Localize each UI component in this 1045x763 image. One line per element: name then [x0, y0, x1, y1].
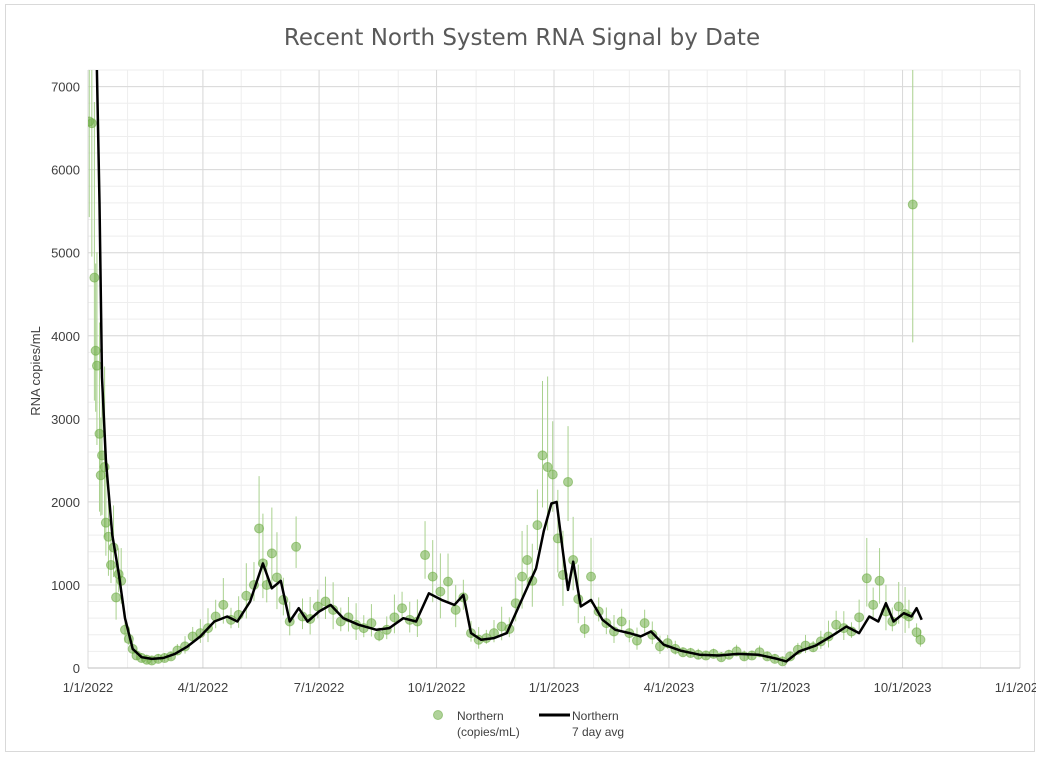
- axis-layer: 0 1000 2000 3000 4000 5000 6000 7000 1/1/2022 4/1…: [51, 80, 1036, 695]
- y-axis-title: RNA copies/mL: [28, 326, 43, 416]
- x-tick-label: 1/1/2023: [529, 680, 580, 695]
- y-tick-label: 1000: [51, 578, 80, 593]
- x-tick-label: 7/1/2023: [760, 680, 811, 695]
- data-point: [89, 272, 100, 283]
- data-point: [579, 623, 590, 634]
- data-point: [266, 548, 277, 559]
- legend-label-line-line1: Northern: [572, 709, 619, 723]
- chart-frame: Recent North System RNA Signal by Date 0…: [5, 4, 1036, 752]
- data-point: [374, 630, 385, 641]
- data-point: [420, 550, 431, 561]
- data-point: [616, 616, 627, 627]
- legend-label-points: Northern (copies/mL): [457, 709, 520, 739]
- x-tick-label: 10/1/2023: [874, 680, 932, 695]
- x-tick-label: 7/1/2022: [294, 680, 345, 695]
- data-point: [241, 590, 252, 601]
- data-point: [522, 555, 533, 566]
- data-point: [639, 618, 650, 629]
- data-point: [450, 604, 461, 615]
- data-point: [320, 596, 331, 607]
- chart-svg: Recent North System RNA Signal by Date 0…: [28, 25, 1036, 739]
- data-point: [874, 575, 885, 586]
- x-tick-label: 1/1/2022: [63, 680, 114, 695]
- y-tick-label: 2000: [51, 495, 80, 510]
- error-bars: [88, 70, 921, 665]
- data-point: [95, 470, 106, 481]
- data-point: [868, 599, 879, 610]
- y-tick-label: 6000: [51, 163, 80, 178]
- data-point: [389, 612, 400, 623]
- data-point: [328, 604, 339, 615]
- legend-label-points-line1: Northern: [457, 709, 504, 723]
- data-point: [435, 586, 446, 597]
- data-point: [100, 517, 111, 528]
- legend-label-line-line2: 7 day avg: [572, 725, 624, 739]
- data-point: [291, 541, 302, 552]
- average-line-layer: [95, 70, 923, 663]
- data-point: [586, 571, 597, 582]
- data-point: [532, 520, 543, 531]
- data-point: [547, 469, 558, 480]
- data-points: [88, 116, 926, 667]
- x-tick-label: 1/1/2024: [995, 680, 1036, 695]
- y-tick-label: 3000: [51, 412, 80, 427]
- data-point: [271, 572, 282, 583]
- data-point: [94, 428, 105, 439]
- data-point: [517, 571, 528, 582]
- data-point: [893, 601, 904, 612]
- data-point: [915, 634, 926, 645]
- data-point: [254, 523, 265, 534]
- data-point: [91, 360, 102, 371]
- y-tick-label: 4000: [51, 329, 80, 344]
- data-point: [854, 612, 865, 623]
- legend-marker-points: [433, 710, 443, 720]
- x-tick-label: 4/1/2023: [644, 680, 695, 695]
- x-tick-label: 4/1/2022: [178, 680, 229, 695]
- y-tick-label: 7000: [51, 80, 80, 95]
- data-point: [427, 571, 438, 582]
- series-line-7day-avg: [95, 70, 923, 663]
- legend: Northern (copies/mL) Northern 7 day avg: [433, 709, 624, 739]
- data-point: [90, 345, 101, 356]
- y-tick-label: 5000: [51, 246, 80, 261]
- data-point: [907, 199, 918, 210]
- data-point: [111, 592, 122, 603]
- data-point: [105, 560, 116, 571]
- y-tick-label: 0: [73, 661, 80, 676]
- data-point: [542, 462, 553, 473]
- legend-label-line: Northern 7 day avg: [572, 709, 624, 739]
- data-point: [218, 599, 229, 610]
- x-tick-label: 10/1/2022: [408, 680, 466, 695]
- chart-title: Recent North System RNA Signal by Date: [284, 25, 760, 51]
- data-point: [861, 573, 872, 584]
- data-point: [443, 576, 454, 587]
- data-point: [537, 450, 548, 461]
- data-point: [563, 476, 574, 487]
- legend-label-points-line2: (copies/mL): [457, 725, 520, 739]
- data-point: [397, 603, 408, 614]
- data-point: [88, 118, 97, 129]
